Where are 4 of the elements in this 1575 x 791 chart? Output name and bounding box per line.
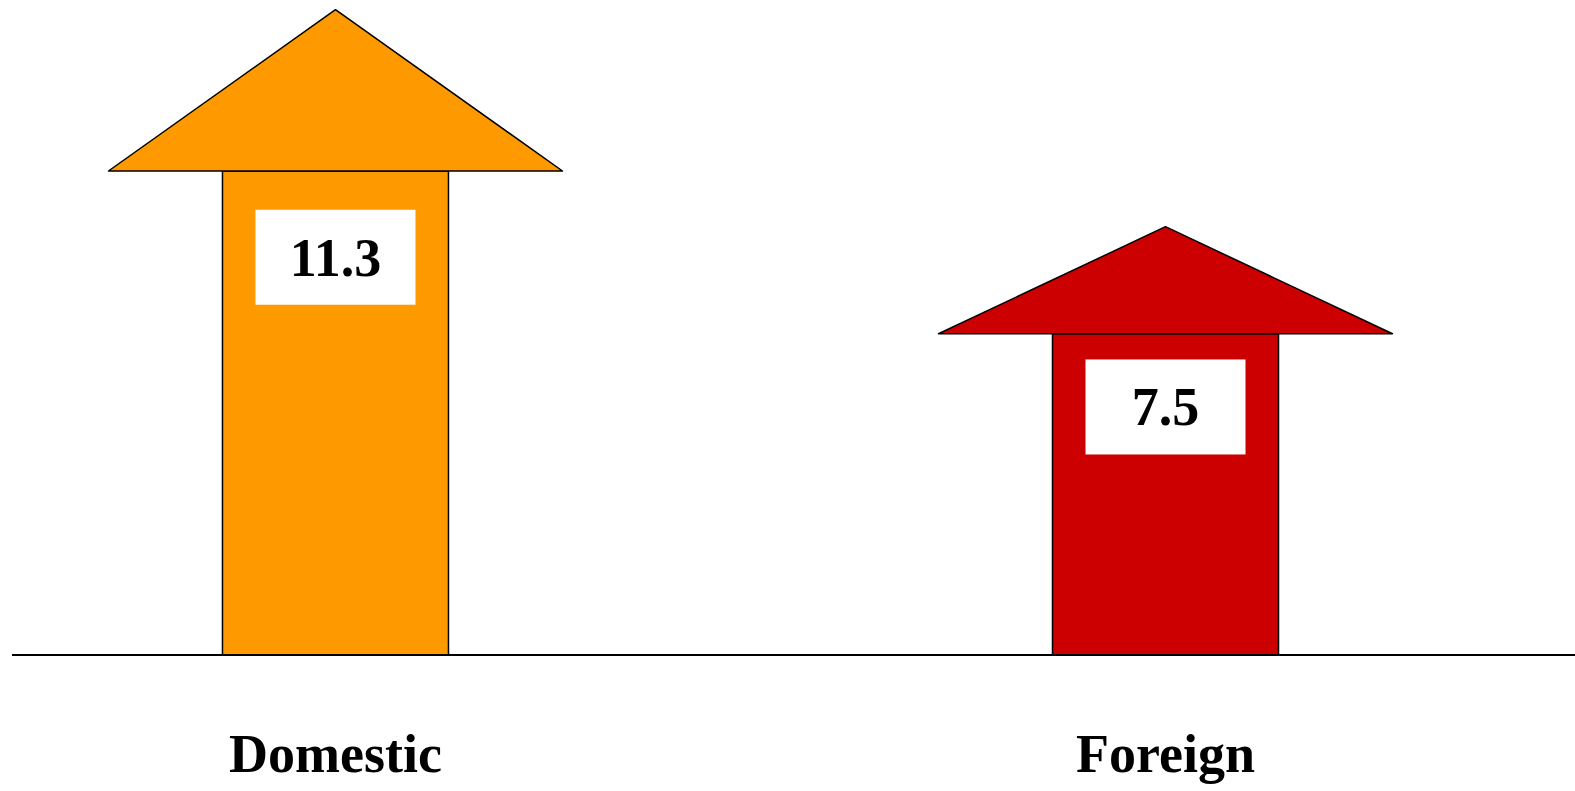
data-label: 11.3 xyxy=(289,227,382,288)
x-tick-label: Domestic xyxy=(229,724,442,784)
data-label: 7.5 xyxy=(1131,377,1200,438)
x-tick-label: Foreign xyxy=(1076,724,1255,784)
